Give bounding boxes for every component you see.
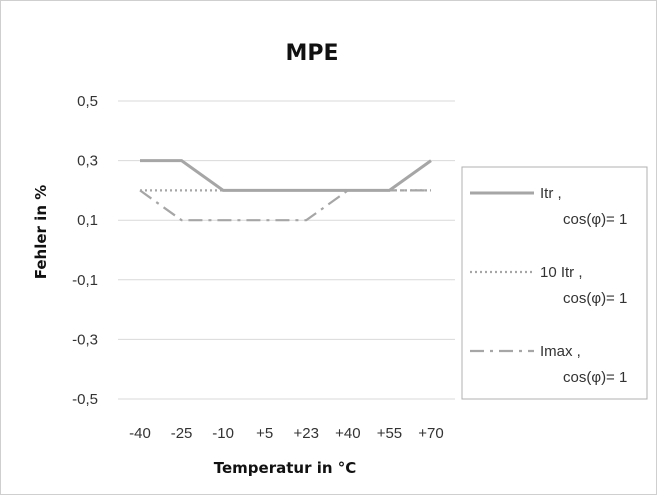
legend-label: cos(φ)= 1 [563, 290, 627, 307]
series-lines [139, 159, 432, 222]
legend-label: 10 Itr , [540, 264, 583, 281]
y-axis-title: Fehler in % [32, 185, 50, 280]
legend-box [461, 166, 648, 400]
x-tick-label: +55 [377, 425, 402, 442]
x-tick-label: +40 [335, 425, 360, 442]
y-tick-label: 0,5 [77, 93, 98, 110]
x-tick-labels: -40 -25 -10 +5 +23 +40 +55 +70 [129, 425, 444, 442]
legend-label: cos(φ)= 1 [563, 369, 627, 386]
y-tick-label: 0,3 [77, 153, 98, 170]
series-line-3 [139, 189, 431, 222]
x-axis-title: Temperatur in °C [214, 459, 357, 477]
y-tick-label: 0,1 [77, 212, 98, 229]
legend-label: Imax , [540, 343, 581, 360]
x-tick-label: -40 [129, 425, 151, 442]
x-tick-label: +5 [256, 425, 273, 442]
y-tick-label: -0,1 [72, 272, 98, 289]
y-tick-label: -0,5 [72, 391, 98, 408]
x-tick-label: +23 [294, 425, 319, 442]
gridlines [118, 100, 455, 400]
x-tick-label: +70 [418, 425, 443, 442]
chart-title: MPE [285, 41, 338, 66]
legend-label: Itr , [540, 185, 562, 202]
series-line-1 [140, 159, 432, 192]
y-tick-label: -0,3 [72, 331, 98, 348]
x-tick-label: -10 [212, 425, 234, 442]
y-tick-labels: 0,5 0,3 0,1 -0,1 -0,3 -0,5 [72, 93, 98, 408]
legend-label: cos(φ)= 1 [563, 211, 627, 228]
x-tick-label: -25 [171, 425, 193, 442]
